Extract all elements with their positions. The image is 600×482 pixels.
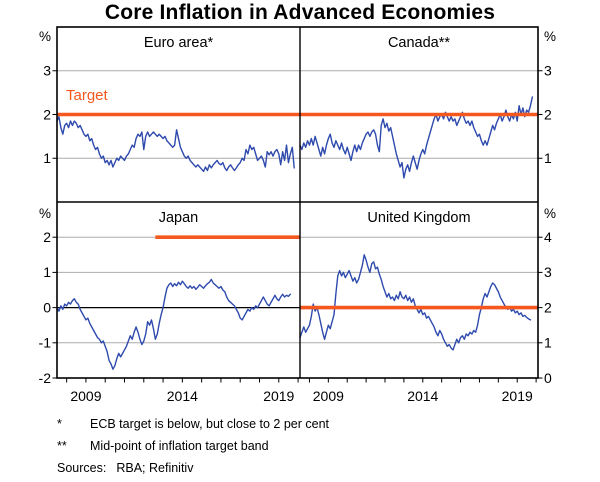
- footnote-ecb: * ECB target is below, but close to 2 per…: [57, 417, 329, 431]
- y-tick-label: 1: [544, 150, 552, 166]
- y-axis-unit-percent: %: [39, 206, 51, 221]
- footnote-marker: **: [57, 439, 67, 453]
- y-tick-label: 0: [544, 370, 552, 386]
- panel-title-canada: Canada**: [388, 35, 450, 51]
- x-year-label: 2009: [313, 388, 344, 404]
- x-year-label: 2019: [263, 388, 294, 404]
- y-tick-label: 0: [43, 299, 51, 315]
- target-line-label: Target: [66, 87, 108, 104]
- y-tick-label: 2: [43, 106, 51, 122]
- x-year-label: 2009: [70, 388, 101, 404]
- y-tick-label: -2: [39, 370, 52, 386]
- y-tick-label: 4: [544, 229, 552, 245]
- series-line-canada: [299, 96, 534, 179]
- y-tick-label: 1: [544, 335, 552, 351]
- y-tick-label: -1: [39, 335, 52, 351]
- series-line-euro-area: [56, 115, 295, 173]
- chart-title: Core Inflation in Advanced Economies: [104, 1, 496, 24]
- sources-value: RBA; Refinitiv: [116, 461, 194, 475]
- y-tick-label: 1: [43, 150, 51, 166]
- y-tick-label: 1: [43, 264, 51, 280]
- y-tick-label: 2: [544, 106, 552, 122]
- x-year-label: 2014: [167, 388, 198, 404]
- footnote-text: Mid-point of inflation target band: [90, 439, 269, 453]
- y-axis-unit-percent: %: [544, 29, 556, 44]
- footnote-text: ECB target is below, but close to 2 per …: [90, 417, 330, 431]
- panel-title-united-kingdom: United Kingdom: [367, 210, 470, 226]
- y-tick-label: 3: [544, 264, 552, 280]
- series-line-japan: [56, 278, 292, 370]
- sources-label: Sources:: [57, 461, 107, 475]
- sources-line: Sources: RBA; Refinitiv: [57, 461, 193, 475]
- panel-title-japan: Japan: [159, 210, 199, 226]
- y-tick-label: 2: [43, 229, 51, 245]
- series-line-united-kingdom: [299, 254, 532, 351]
- footnote-marker: *: [57, 417, 62, 431]
- footnote-midpoint: ** Mid-point of inflation target band: [57, 439, 269, 453]
- panel-title-euro-area: Euro area*: [144, 35, 214, 51]
- y-axis-unit-percent: %: [544, 206, 556, 221]
- y-axis-unit-percent: %: [39, 29, 51, 44]
- y-tick-label: 3: [43, 63, 51, 79]
- x-year-label: 2014: [407, 388, 438, 404]
- y-tick-label: 3: [544, 63, 552, 79]
- y-tick-label: 2: [544, 299, 552, 315]
- x-year-label: 2019: [502, 388, 533, 404]
